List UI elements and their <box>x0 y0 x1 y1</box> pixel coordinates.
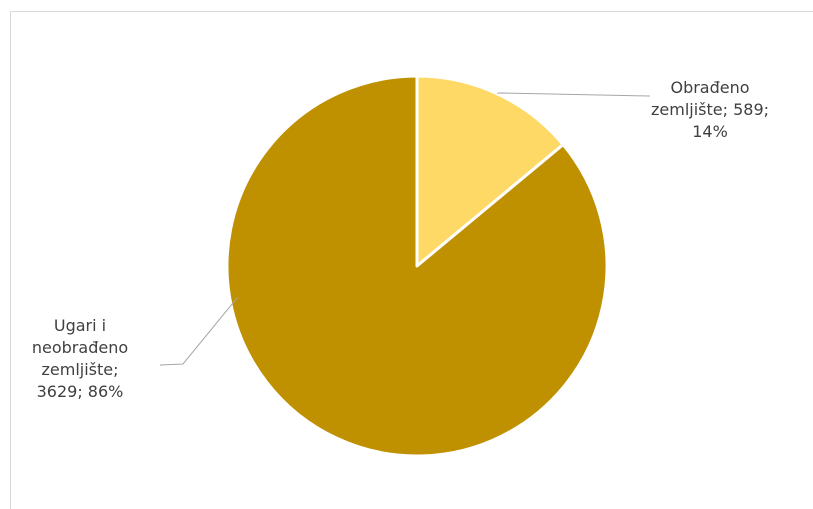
data-label-line: 3629; 86% <box>36 382 124 401</box>
data-label-line: neobrađeno <box>31 338 129 357</box>
data-label-line: Obrađeno <box>670 78 750 97</box>
data-label-line: zemljište; <box>41 360 119 379</box>
data-label-ugari: Ugari i neobrađeno zemljište; 3629; 86% <box>5 315 155 403</box>
data-label-line: 14% <box>692 122 728 141</box>
leader-line-ugari <box>159 296 239 366</box>
pie-slice-ugari-i-neobradeno-zemljiste <box>225 74 609 458</box>
pie-slice-obradeno-zemljiste <box>415 74 565 268</box>
data-label-line: Ugari i <box>53 316 107 335</box>
data-label-line: zemljište; 589; <box>650 100 770 119</box>
leader-line-obradeno <box>497 92 651 97</box>
data-label-obradeno: Obrađeno zemljište; 589; 14% <box>640 77 780 143</box>
